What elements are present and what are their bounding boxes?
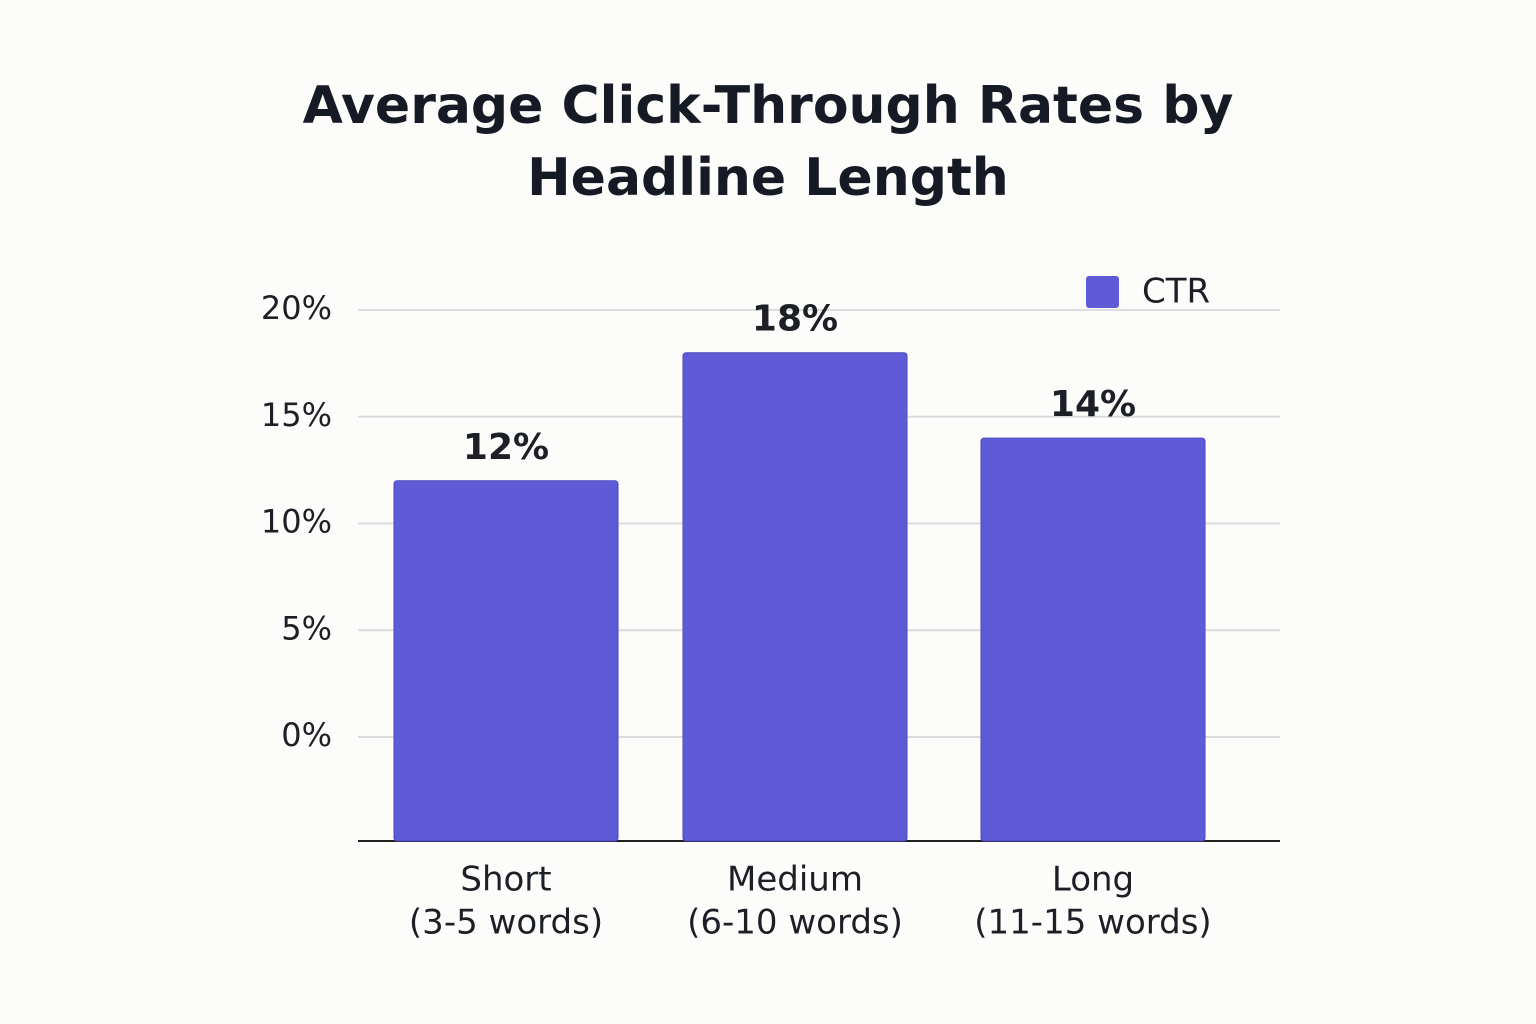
- x-tick-label: Long: [1052, 860, 1134, 900]
- legend-swatch: [1086, 276, 1119, 308]
- value-label: 18%: [752, 299, 838, 340]
- bar: [393, 480, 619, 842]
- y-tick-label: 20%: [261, 289, 332, 327]
- y-tick-label: 15%: [261, 396, 332, 434]
- y-tick-label: 0%: [281, 716, 332, 754]
- x-tick-label: Short: [460, 860, 551, 900]
- x-tick-note: (6-10 words): [687, 903, 903, 943]
- bar: [980, 437, 1206, 842]
- x-tick-label: Medium: [727, 860, 863, 900]
- value-label: 12%: [463, 427, 549, 468]
- y-tick-label: 5%: [281, 609, 332, 647]
- value-label: 14%: [1050, 384, 1136, 425]
- bar: [682, 352, 908, 842]
- x-tick-note: (11-15 words): [974, 903, 1211, 943]
- legend-label: CTR: [1142, 272, 1210, 312]
- y-tick-label: 10%: [261, 503, 332, 541]
- x-tick-note: (3-5 words): [409, 903, 603, 943]
- chart-title: Average Click-Through Rates by Headline …: [302, 76, 1234, 208]
